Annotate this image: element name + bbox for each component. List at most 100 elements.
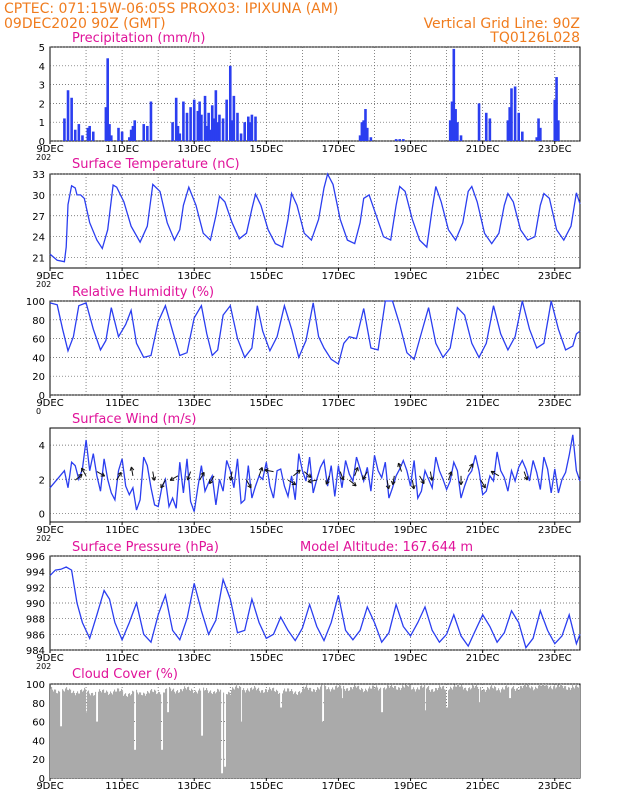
cloud-bar [214, 691, 216, 778]
cloud-bar [184, 686, 186, 778]
cloud-bar [363, 692, 365, 778]
cloud-bar [239, 685, 241, 778]
wind-arrow-shaft [209, 475, 215, 484]
temperature-y-tick-label: 24 [32, 233, 45, 244]
precip-x-tick-label: 13DEC [177, 144, 211, 155]
wind-series-line [49, 434, 581, 512]
cloud-bar [550, 685, 552, 778]
cloud-bar [303, 686, 305, 778]
precip-bar [212, 118, 216, 141]
wind-arrow [96, 471, 106, 477]
cloud-bar [343, 685, 345, 778]
cloud-bar [337, 687, 339, 778]
cloud-bar [290, 691, 292, 778]
wind-arrow [467, 463, 474, 472]
wind-arrow-shaft [354, 467, 359, 477]
cloud-bar [297, 694, 299, 778]
cloud-bar [408, 686, 410, 778]
cloud-bar [255, 687, 257, 778]
wind-arrow-head [354, 467, 359, 471]
cloud-bar [432, 689, 434, 778]
cloud-bar [179, 692, 181, 778]
cloud-bar [472, 684, 474, 778]
precip-x-tick-label: 19DEC [394, 144, 428, 155]
cloud-bar [63, 690, 65, 778]
wind-arrow-shaft [480, 479, 486, 489]
cloud-x-tick-label: 23DEC [538, 781, 572, 792]
cloud-bar [293, 694, 295, 778]
cloud-bar [192, 689, 194, 778]
pressure-x-tick-label: 17DEC [322, 653, 356, 664]
cloud-bar [96, 721, 98, 778]
precip-bar [484, 112, 488, 141]
cloud-bar [394, 686, 396, 778]
cloud-bar [444, 689, 446, 778]
cloud-bar [87, 691, 89, 778]
cloud-bar [54, 689, 56, 778]
cloud-bar [323, 721, 325, 778]
header-grid-line: Vertical Grid Line: 90Z [424, 16, 580, 32]
precip-bar [133, 120, 137, 141]
cloud-bar [142, 695, 144, 778]
cloud-bar [508, 686, 510, 778]
cloud-bar [51, 686, 53, 778]
precip-x-tick-label: 15DEC [249, 144, 283, 155]
cloud-bar [386, 688, 388, 778]
cloud-bar [230, 694, 232, 778]
cloud-bar [463, 689, 465, 778]
cloud-bar [497, 690, 499, 778]
cloud-bar [509, 698, 511, 778]
wind-arrow-shaft [447, 471, 452, 481]
cloud-bar [287, 688, 289, 778]
cloud-bar [275, 691, 277, 778]
cloud-x-tick-label: 15DEC [249, 781, 283, 792]
precip-bar [108, 124, 111, 141]
cloud-bar [251, 687, 253, 778]
cloud-title: Cloud Cover (%) [72, 667, 178, 682]
cloud-bar [182, 691, 184, 778]
wind-arrow [293, 469, 301, 477]
precip-bar [185, 112, 189, 141]
wind-arrow [429, 471, 434, 481]
cloud-bar [370, 688, 372, 778]
cloud-bar [121, 688, 123, 778]
cloud-bar [460, 686, 462, 778]
wind-arrow [339, 471, 345, 481]
cloud-bar [397, 689, 399, 778]
cloud-bar [177, 690, 179, 778]
cloud-bar [167, 712, 169, 778]
cloud-bar [378, 690, 380, 778]
cloud-bar [511, 688, 513, 778]
wind-arrow [447, 471, 453, 481]
cloud-bar [447, 707, 449, 778]
precip-bar [178, 133, 182, 141]
cloud-bar [402, 685, 404, 778]
wind-arrow [354, 467, 359, 477]
cloud-bar [71, 693, 73, 778]
cloud-y-tick-label: 80 [32, 699, 45, 710]
cloud-bar [165, 689, 167, 778]
cloud-bar [417, 687, 419, 778]
cloud-bar [292, 691, 294, 778]
cloud-bar [505, 686, 507, 778]
cloud-bar [62, 689, 64, 778]
cloud-bar [204, 690, 206, 778]
cloud-bar [501, 689, 503, 778]
cloud-bar [158, 691, 160, 778]
cloud-bar [452, 689, 454, 778]
cloud-bar [310, 687, 312, 778]
humidity-y-tick-label: 40 [32, 353, 45, 364]
precip-bar [146, 125, 149, 141]
cloud-bar [571, 688, 573, 778]
cloud-bar [510, 698, 512, 778]
cloud-bar [78, 693, 80, 778]
cloud-bar [375, 687, 377, 778]
cloud-bar [151, 689, 153, 778]
precip-bar [142, 124, 146, 141]
precip-bar [149, 101, 153, 141]
cloud-bar [50, 688, 52, 778]
humidity-x-tick-label: 15DEC [249, 398, 283, 409]
cloud-bar [361, 687, 363, 778]
cloud-bar [567, 689, 569, 778]
cloud-bar [320, 686, 322, 778]
